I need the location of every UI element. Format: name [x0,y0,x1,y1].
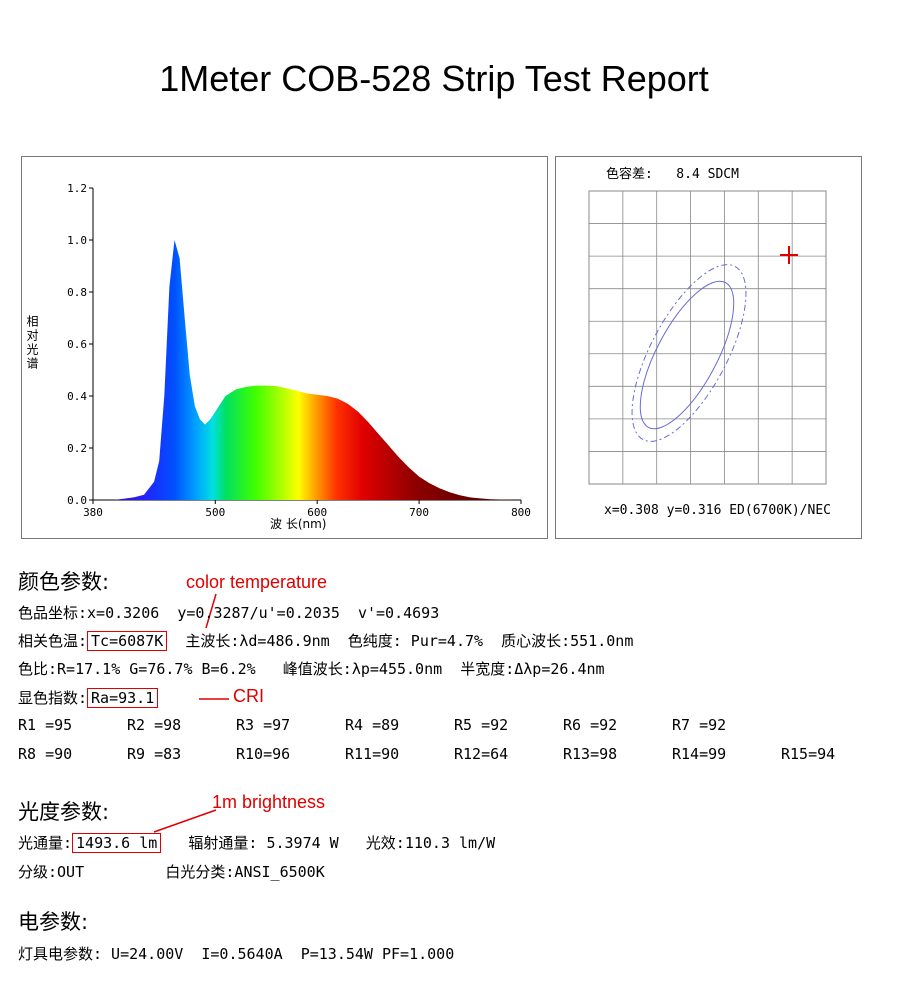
spectrum-area [93,240,521,500]
x-tick-label: 380 [83,506,103,519]
r-value: R2 =98 [127,716,182,734]
y-tick-label: 1.2 [67,182,87,195]
x-axis-label: 波 长(nm) [270,517,327,531]
r-value: R9 =83 [127,745,182,763]
cie-tolerance-panel: 色容差: 8.4 SDCM x=0.308 y=0.316 ED(6700K)/… [555,156,862,539]
spectrum-chart-panel: 0.0 0.2 0.4 0.6 0.8 1.0 1.2 380 500 600 700 800 相对光… [21,156,548,539]
electrical-line: 灯具电参数: U=24.00V I=0.5640A P=13.54W PF=1.… [18,945,455,963]
x-tick-label: 600 [307,506,327,519]
r-value: R15=94 [781,745,836,763]
cri-pointer [199,698,229,700]
chromaticity-readout: x=0.308 y=0.316 ED(6700K)/NEC [604,503,831,518]
r-value: R8 =90 [18,745,73,763]
r-value: R5 =92 [454,716,509,734]
sdcm-readout: 色容差: 8.4 SDCM [606,167,739,182]
y-tick-label: 0.4 [67,390,87,403]
r-value: R3 =97 [236,716,291,734]
cri-line: 显色指数: Ra=93.1 [18,687,159,708]
x-tick-label: 500 [205,506,225,519]
r-value: R4 =89 [345,716,400,734]
flux-value-box: 1493.6 lm [72,833,162,853]
color-temperature-pointer [205,593,217,629]
spectrum-chart: 0.0 0.2 0.4 0.6 0.8 1.0 1.2 380 500 600 700 800 [67,182,531,519]
brightness-annotation: 1m brightness [212,792,326,812]
r-value: R11=90 [345,745,400,763]
color-temperature-annotation: color temperature [186,572,328,592]
photometric-heading: 光度参数: [18,800,110,824]
y-axis-label: 相对光谱 [25,315,39,371]
r-value: R13=98 [563,745,618,763]
cri-value-box: Ra=93.1 [87,688,159,708]
classification-line: 分级:OUT 白光分类:ANSI_6500K [18,863,325,881]
color-params-heading: 颜色参数: [18,570,110,594]
x-tick-label: 800 [511,506,531,519]
y-tick-label: 0.0 [67,494,87,507]
r-value: R6 =92 [563,716,618,734]
chromaticity-line: 色品坐标:x=0.3206 y=0.3287/u'=0.2035 v'=0.46… [18,604,440,622]
r-value: R14=99 [672,745,727,763]
cie-chart [588,190,827,485]
cct-line: 相关色温: Tc=6087K 主波长:λd=486.9nm 色纯度: Pur=4.… [18,631,634,651]
ellipse-outer [631,264,747,442]
y-tick-label: 0.8 [67,286,87,299]
brightness-pointer [153,809,217,833]
r-value: R10=96 [236,745,291,763]
r-value: R12=64 [454,745,509,763]
cie-grid-border [588,190,827,485]
x-tick-label: 700 [409,506,429,519]
macadam-ellipses [631,264,747,442]
luminous-flux-line: 光通量: 1493.6 lm 辐射通量: 5.3974 W 光效:110.3 lm… [18,833,496,853]
r-value: R1 =95 [18,716,73,734]
r-value: R7 =92 [672,716,727,734]
cct-value-box: Tc=6087K [87,631,168,651]
ellipse-inner [639,280,735,430]
y-tick-label: 0.6 [67,338,87,351]
cri-annotation: CRI [233,686,264,706]
electrical-heading: 电参数: [18,910,89,934]
y-tick-label: 1.0 [67,234,87,247]
report-title: 1Meter COB-528 Strip Test Report [159,58,709,99]
y-tick-label: 0.2 [67,442,87,455]
color-ratio-line: 色比:R=17.1% G=76.7% B=6.2% 峰值波长:λp=455.0n… [18,660,605,678]
